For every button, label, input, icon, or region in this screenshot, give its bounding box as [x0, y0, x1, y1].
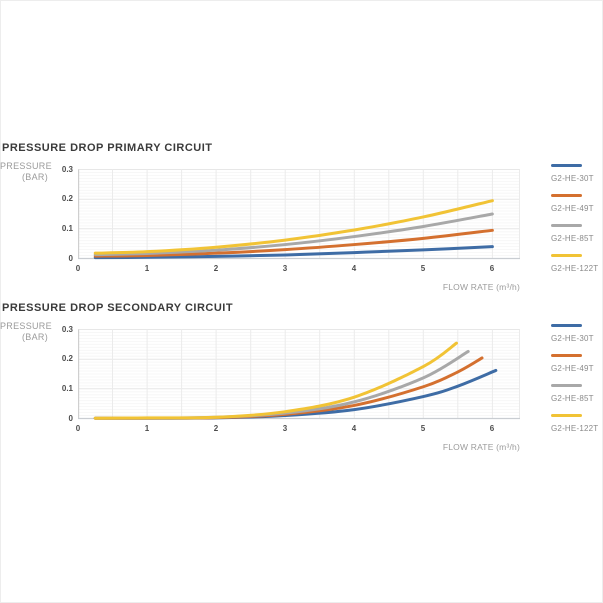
legend-swatch [551, 414, 582, 417]
y-axis-label-line1: PRESSURE [0, 161, 52, 171]
legend-entry: G2-HE-122T [551, 414, 598, 433]
x-tick-label: 6 [489, 264, 495, 273]
x-axis-label: FLOW RATE (m³/h) [442, 282, 520, 292]
x-tick-label: 3 [282, 264, 288, 273]
legend-swatch [551, 194, 582, 197]
line-chart-canvas [78, 329, 520, 420]
legend-entry: G2-HE-49T [551, 354, 598, 373]
legend-swatch [551, 354, 582, 357]
legend-swatch [551, 384, 582, 387]
y-axis-label-line1: PRESSURE [0, 321, 52, 331]
legend-swatch [551, 254, 582, 257]
x-tick-label: 3 [282, 424, 288, 433]
y-tick-label: 0.1 [61, 384, 73, 393]
y-axis-label-line2: (BAR) [22, 172, 48, 183]
primary-circuit-chart: PRESSURE DROP PRIMARY CIRCUIT PRESSURE (… [0, 142, 603, 302]
legend: G2-HE-30T G2-HE-49T G2-HE-85T G2-HE-122T [551, 324, 598, 433]
y-tick-label: 0.2 [61, 354, 73, 363]
x-tick-label: 2 [213, 424, 219, 433]
legend-label: G2-HE-85T [551, 234, 594, 243]
legend-entry: G2-HE-122T [551, 254, 598, 273]
chart-title-secondary: PRESSURE DROP SECONDARY CIRCUIT [2, 302, 234, 314]
x-tick-label: 0 [75, 424, 81, 433]
legend-entry: G2-HE-30T [551, 164, 598, 183]
y-tick-label: 0.1 [61, 224, 73, 233]
chart-title-primary: PRESSURE DROP PRIMARY CIRCUIT [2, 142, 213, 154]
y-axis-label: PRESSURE (BAR) [0, 161, 52, 184]
legend-label: G2-HE-49T [551, 364, 594, 373]
y-tick-label: 0.3 [61, 165, 73, 174]
legend: G2-HE-30T G2-HE-49T G2-HE-85T G2-HE-122T [551, 164, 598, 273]
legend-label: G2-HE-49T [551, 204, 594, 213]
legend-entry: G2-HE-85T [551, 224, 598, 243]
y-axis-label: PRESSURE (BAR) [0, 321, 52, 344]
legend-entry: G2-HE-30T [551, 324, 598, 343]
x-axis-label: FLOW RATE (m³/h) [442, 442, 520, 452]
x-tick-label: 5 [420, 424, 426, 433]
legend-label: G2-HE-122T [551, 424, 599, 433]
x-tick-label: 5 [420, 264, 426, 273]
line-chart-canvas [78, 169, 520, 260]
plot-area [78, 329, 520, 420]
x-tick-label: 4 [351, 264, 357, 273]
legend-entry: G2-HE-49T [551, 194, 598, 213]
x-tick-label: 4 [351, 424, 357, 433]
legend-swatch [551, 224, 582, 227]
y-tick-label: 0 [68, 414, 73, 423]
legend-label: G2-HE-85T [551, 394, 594, 403]
y-tick-label: 0 [68, 254, 73, 263]
x-tick-label: 6 [489, 424, 495, 433]
legend-label: G2-HE-30T [551, 334, 594, 343]
y-axis-label-line2: (BAR) [22, 332, 48, 343]
x-tick-label: 0 [75, 264, 81, 273]
legend-entry: G2-HE-85T [551, 384, 598, 403]
plot-area [78, 169, 520, 260]
legend-swatch [551, 164, 582, 167]
legend-label: G2-HE-122T [551, 264, 599, 273]
secondary-circuit-chart: PRESSURE DROP SECONDARY CIRCUIT PRESSURE… [0, 302, 603, 462]
legend-label: G2-HE-30T [551, 174, 594, 183]
x-tick-label: 2 [213, 264, 219, 273]
y-tick-label: 0.3 [61, 325, 73, 334]
x-tick-label: 1 [144, 264, 150, 273]
x-tick-label: 1 [144, 424, 150, 433]
legend-swatch [551, 324, 582, 327]
y-tick-label: 0.2 [61, 194, 73, 203]
